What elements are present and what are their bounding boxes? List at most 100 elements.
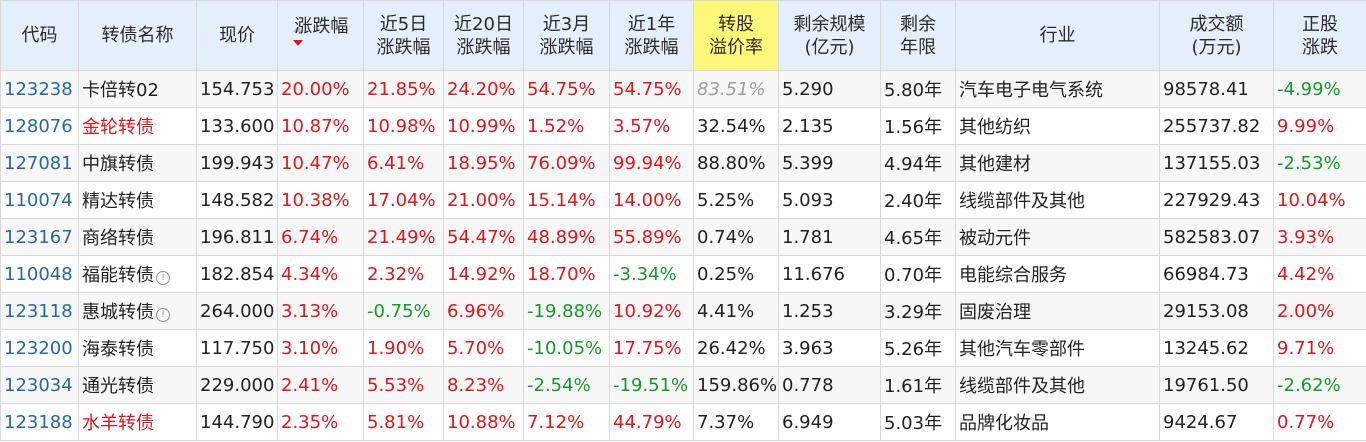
header-remaining-scale[interactable]: 剩余规模 (亿元) — [778, 0, 881, 71]
change-1y: 10.92% — [609, 292, 694, 330]
table-row[interactable]: 123034 通光转债 229.000 2.41% 5.53% 8.23% -2… — [0, 366, 1366, 404]
stock-change: 9.71% — [1273, 329, 1366, 367]
bond-code-link[interactable]: 123034 — [0, 366, 79, 404]
header-industry[interactable]: 行业 — [955, 0, 1160, 71]
bond-code-link[interactable]: 123188 — [0, 403, 79, 441]
header-change[interactable]: 涨跌幅 — [277, 0, 364, 71]
bond-name[interactable]: 通光转债 — [78, 366, 197, 404]
change-3m: 76.09% — [523, 144, 610, 182]
price: 154.753 — [196, 70, 278, 108]
bond-code-link[interactable]: 123200 — [0, 329, 79, 367]
industry: 固废治理 — [955, 292, 1160, 330]
remaining-scale: 5.290 — [778, 70, 881, 108]
bond-name[interactable]: 中旗转债 — [78, 144, 197, 182]
conversion-premium: 7.37% — [693, 403, 779, 441]
stock-change: -2.53% — [1273, 144, 1366, 182]
bond-name[interactable]: 惠城转债 — [82, 302, 154, 323]
turnover: 582583.07 — [1159, 218, 1274, 256]
bond-name-cell[interactable]: 福能转债! — [78, 255, 197, 293]
industry: 品牌化妆品 — [955, 403, 1160, 441]
table-row[interactable]: 123118 惠城转债! 264.000 3.13% -0.75% 6.96% … — [0, 292, 1366, 330]
bond-name[interactable]: 福能转债 — [82, 265, 154, 286]
header-price[interactable]: 现价 — [196, 0, 278, 71]
info-icon[interactable]: ! — [156, 308, 170, 322]
change-20d: 10.99% — [443, 107, 524, 145]
change-5d: 17.04% — [363, 181, 444, 219]
change-3m: -2.54% — [523, 366, 610, 404]
turnover: 9424.67 — [1159, 403, 1274, 441]
bond-name[interactable]: 水羊转债 — [78, 403, 197, 441]
sort-arrows-icon — [292, 13, 303, 59]
change: 3.13% — [277, 292, 364, 330]
header-remaining-years[interactable]: 剩余 年限 — [880, 0, 956, 71]
table-row[interactable]: 123167 商络转债 196.811 6.74% 21.49% 54.47% … — [0, 218, 1366, 256]
turnover: 227929.43 — [1159, 181, 1274, 219]
table-row[interactable]: 123238 卡倍转02 154.753 20.00% 21.85% 24.20… — [0, 70, 1366, 108]
industry: 其他建材 — [955, 144, 1160, 182]
remaining-scale: 0.778 — [778, 366, 881, 404]
bond-name[interactable]: 金轮转债 — [78, 107, 197, 145]
conversion-premium: 0.74% — [693, 218, 779, 256]
price: 196.811 — [196, 218, 278, 256]
remaining-scale: 5.399 — [778, 144, 881, 182]
bond-code-link[interactable]: 127081 — [0, 144, 79, 182]
bond-code-link[interactable]: 123167 — [0, 218, 79, 256]
bond-name[interactable]: 卡倍转02 — [78, 70, 197, 108]
bond-name-cell[interactable]: 惠城转债! — [78, 292, 197, 330]
table-row[interactable]: 127081 中旗转债 199.943 10.47% 6.41% 18.95% … — [0, 144, 1366, 182]
change-3m: 15.14% — [523, 181, 610, 219]
table-row[interactable]: 110048 福能转债! 182.854 4.34% 2.32% 14.92% … — [0, 255, 1366, 293]
header-turnover[interactable]: 成交额 (万元) — [1159, 0, 1274, 71]
stock-change: 3.93% — [1273, 218, 1366, 256]
header-change-20d[interactable]: 近20日 涨跌幅 — [443, 0, 524, 71]
change-20d: 14.92% — [443, 255, 524, 293]
change-3m: 1.52% — [523, 107, 610, 145]
conversion-premium: 26.42% — [693, 329, 779, 367]
change-1y: 14.00% — [609, 181, 694, 219]
stock-change: 4.42% — [1273, 255, 1366, 293]
industry: 其他汽车零部件 — [955, 329, 1160, 367]
sort-up-icon — [292, 25, 303, 32]
price: 117.750 — [196, 329, 278, 367]
header-change-3m[interactable]: 近3月 涨跌幅 — [523, 0, 610, 71]
change-3m: -19.88% — [523, 292, 610, 330]
header-conversion-premium[interactable]: 转股 溢价率 — [693, 0, 779, 71]
header-stock-change[interactable]: 正股 涨跌 — [1273, 0, 1366, 71]
price: 144.790 — [196, 403, 278, 441]
change-5d: 2.32% — [363, 255, 444, 293]
bond-code-link[interactable]: 110048 — [0, 255, 79, 293]
info-icon[interactable]: ! — [156, 271, 170, 285]
table-row[interactable]: 128076 金轮转债 133.600 10.87% 10.98% 10.99%… — [0, 107, 1366, 145]
conversion-premium: 83.51% — [693, 70, 779, 108]
table-row[interactable]: 123188 水羊转债 144.790 2.35% 5.81% 10.88% 7… — [0, 403, 1366, 441]
stock-change: 0.77% — [1273, 403, 1366, 441]
stock-change: 9.99% — [1273, 107, 1366, 145]
change-5d: -0.75% — [363, 292, 444, 330]
turnover: 98578.41 — [1159, 70, 1274, 108]
change: 10.38% — [277, 181, 364, 219]
remaining-scale: 1.781 — [778, 218, 881, 256]
header-code[interactable]: 代码 — [0, 0, 79, 71]
change-5d: 10.98% — [363, 107, 444, 145]
conversion-premium: 88.80% — [693, 144, 779, 182]
industry: 线缆部件及其他 — [955, 366, 1160, 404]
bond-name[interactable]: 海泰转债 — [78, 329, 197, 367]
bond-name[interactable]: 商络转债 — [78, 218, 197, 256]
bond-code-link[interactable]: 110074 — [0, 181, 79, 219]
stock-change: -4.99% — [1273, 70, 1366, 108]
bond-code-link[interactable]: 128076 — [0, 107, 79, 145]
table-row[interactable]: 110074 精达转债 148.582 10.38% 17.04% 21.00%… — [0, 181, 1366, 219]
table-row[interactable]: 123200 海泰转债 117.750 3.10% 1.90% 5.70% -1… — [0, 329, 1366, 367]
remaining-years: 3.29年 — [880, 292, 956, 330]
change-5d: 6.41% — [363, 144, 444, 182]
conversion-premium: 4.41% — [693, 292, 779, 330]
bond-code-link[interactable]: 123238 — [0, 70, 79, 108]
header-change-1y[interactable]: 近1年 涨跌幅 — [609, 0, 694, 71]
header-change-5d[interactable]: 近5日 涨跌幅 — [363, 0, 444, 71]
change-20d: 54.47% — [443, 218, 524, 256]
bond-name[interactable]: 精达转债 — [78, 181, 197, 219]
header-name[interactable]: 转债名称 — [78, 0, 197, 71]
turnover: 13245.62 — [1159, 329, 1274, 367]
bond-code-link[interactable]: 123118 — [0, 292, 79, 330]
